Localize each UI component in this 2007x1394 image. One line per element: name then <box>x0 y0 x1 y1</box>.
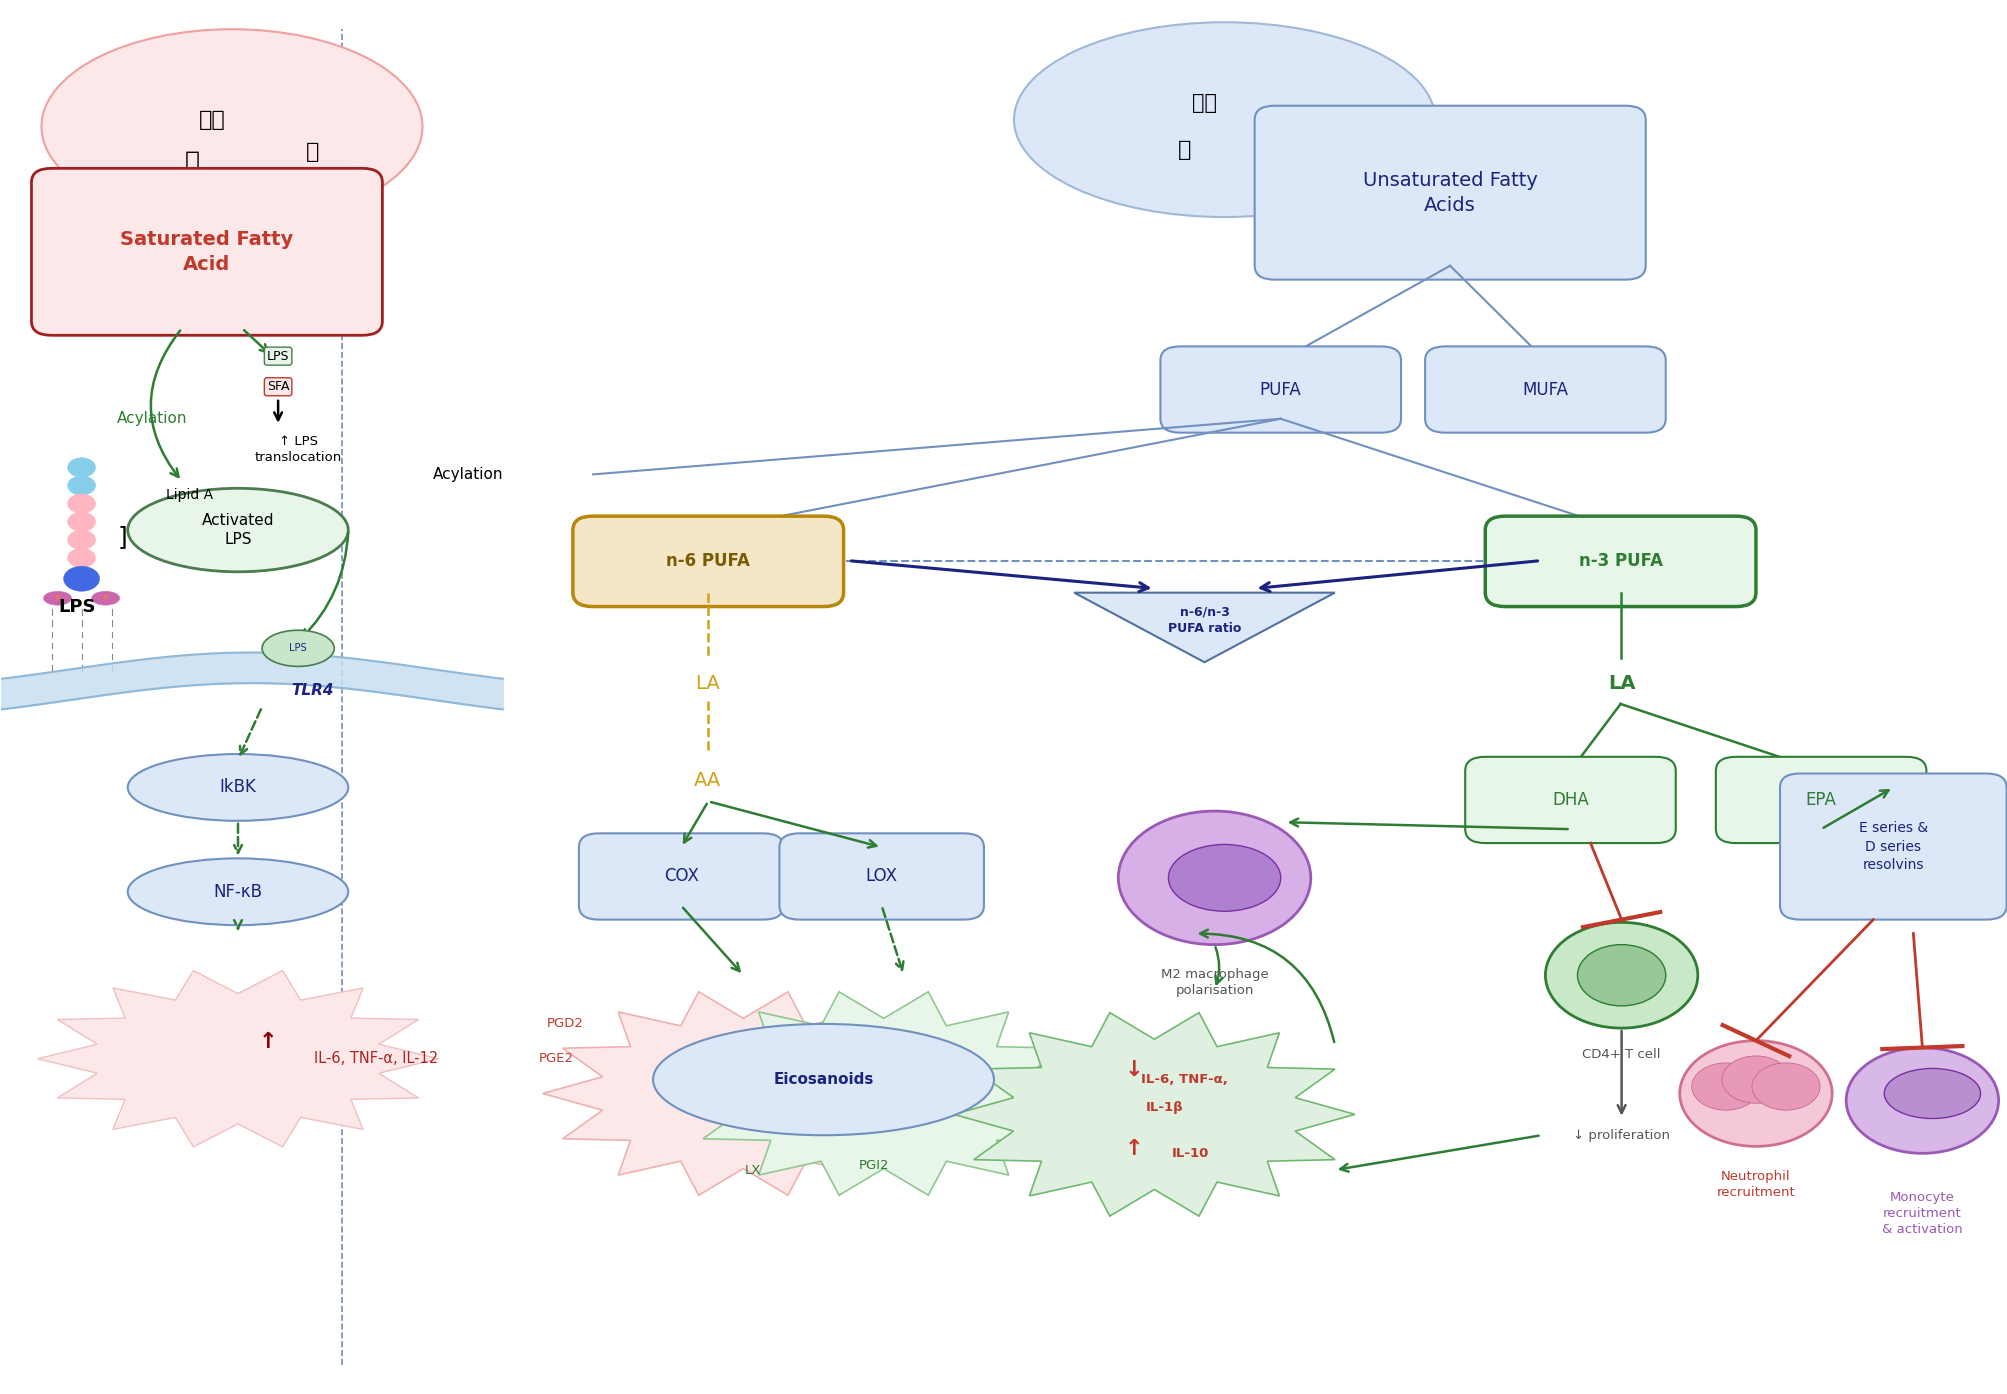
Text: Unsaturated Fatty
Acids: Unsaturated Fatty Acids <box>1363 170 1537 215</box>
Text: IkBK: IkBK <box>219 778 257 796</box>
Ellipse shape <box>128 859 347 926</box>
Text: Lipid A: Lipid A <box>167 488 213 502</box>
Circle shape <box>1118 811 1311 945</box>
FancyBboxPatch shape <box>779 834 983 920</box>
Text: Acylation: Acylation <box>432 467 504 482</box>
Text: MUFA: MUFA <box>1521 381 1567 399</box>
Circle shape <box>1750 1062 1818 1110</box>
Text: Eicosanoids: Eicosanoids <box>773 1072 873 1087</box>
Text: ↓ proliferation: ↓ proliferation <box>1571 1129 1670 1142</box>
Ellipse shape <box>128 754 347 821</box>
FancyBboxPatch shape <box>1254 106 1646 280</box>
FancyBboxPatch shape <box>1716 757 1925 843</box>
Text: LA: LA <box>1608 673 1634 693</box>
Circle shape <box>1680 1041 1830 1146</box>
Ellipse shape <box>68 457 96 477</box>
Text: 🍔: 🍔 <box>185 149 199 173</box>
Polygon shape <box>1074 592 1335 662</box>
Text: LOX: LOX <box>865 867 897 885</box>
Text: 🍩: 🍩 <box>305 142 319 162</box>
Circle shape <box>1844 1047 1997 1153</box>
Text: Activated
LPS: Activated LPS <box>201 513 275 548</box>
Text: NF-κB: NF-κB <box>213 882 263 901</box>
Ellipse shape <box>44 591 72 605</box>
Polygon shape <box>542 991 943 1195</box>
Ellipse shape <box>68 475 96 495</box>
Ellipse shape <box>68 512 96 531</box>
FancyBboxPatch shape <box>572 516 843 606</box>
Text: EPA: EPA <box>1804 790 1836 809</box>
Text: ↓: ↓ <box>1124 1059 1144 1080</box>
Text: IL-6, TNF-α,: IL-6, TNF-α, <box>1140 1073 1228 1086</box>
Ellipse shape <box>68 493 96 513</box>
FancyBboxPatch shape <box>1465 757 1676 843</box>
Ellipse shape <box>68 530 96 549</box>
Text: n-6 PUFA: n-6 PUFA <box>666 552 751 570</box>
Text: 🥜: 🥜 <box>1299 132 1311 152</box>
Text: n-6/n-3
PUFA ratio: n-6/n-3 PUFA ratio <box>1168 606 1240 636</box>
Text: E series &
D series
resolvins: E series & D series resolvins <box>1858 821 1927 873</box>
Text: P: P <box>56 595 60 601</box>
Polygon shape <box>682 991 1084 1195</box>
FancyBboxPatch shape <box>1485 516 1754 606</box>
Text: PGD2: PGD2 <box>546 1018 584 1030</box>
FancyBboxPatch shape <box>1160 347 1401 432</box>
Ellipse shape <box>64 566 100 591</box>
Text: IL-10: IL-10 <box>1172 1147 1208 1160</box>
Ellipse shape <box>92 591 120 605</box>
FancyBboxPatch shape <box>32 169 381 336</box>
Circle shape <box>1722 1055 1788 1103</box>
Text: ↑: ↑ <box>259 1032 277 1052</box>
Ellipse shape <box>128 488 347 572</box>
Text: CD4+ T cell: CD4+ T cell <box>1582 1047 1660 1061</box>
Text: AA: AA <box>692 771 721 790</box>
Text: IL-1β: IL-1β <box>1146 1101 1182 1114</box>
FancyBboxPatch shape <box>1425 347 1666 432</box>
Text: LX: LX <box>745 1164 761 1177</box>
Ellipse shape <box>68 548 96 567</box>
Circle shape <box>1545 923 1698 1029</box>
Text: 🐟: 🐟 <box>1178 141 1190 160</box>
Text: TLR4: TLR4 <box>291 683 333 697</box>
Text: PGI2: PGI2 <box>857 1160 889 1172</box>
Text: IL-6, TNF-α, IL-12: IL-6, TNF-α, IL-12 <box>313 1051 438 1066</box>
Text: Saturated Fatty
Acid: Saturated Fatty Acid <box>120 230 293 273</box>
Text: SFA: SFA <box>267 381 289 393</box>
Ellipse shape <box>263 630 333 666</box>
Text: M2 macrophage
polarisation: M2 macrophage polarisation <box>1160 969 1268 997</box>
Text: COX: COX <box>664 867 698 885</box>
Text: PGE2: PGE2 <box>538 1052 574 1065</box>
Text: ↑ LPS
translocation: ↑ LPS translocation <box>255 435 341 464</box>
Ellipse shape <box>42 29 421 224</box>
Ellipse shape <box>1014 22 1435 217</box>
Circle shape <box>1578 945 1666 1006</box>
FancyBboxPatch shape <box>578 834 783 920</box>
Text: Monocyte
recruitment
& activation: Monocyte recruitment & activation <box>1881 1190 1961 1236</box>
Text: Acylation: Acylation <box>116 411 187 427</box>
Text: LPS: LPS <box>267 350 289 362</box>
Ellipse shape <box>652 1025 993 1135</box>
Text: P: P <box>104 595 108 601</box>
Text: LPS: LPS <box>58 598 96 616</box>
Text: LPS: LPS <box>289 643 307 654</box>
Ellipse shape <box>1883 1068 1979 1118</box>
Circle shape <box>1692 1062 1758 1110</box>
Text: Neutrophil
recruitment: Neutrophil recruitment <box>1716 1170 1794 1199</box>
Ellipse shape <box>1168 845 1280 912</box>
Text: 🫒🥑: 🫒🥑 <box>1192 93 1216 113</box>
Text: ↑: ↑ <box>1124 1139 1144 1160</box>
Text: n-3 PUFA: n-3 PUFA <box>1578 552 1662 570</box>
FancyBboxPatch shape <box>1778 774 2005 920</box>
Text: PUFA: PUFA <box>1258 381 1301 399</box>
Text: 🍫🍕: 🍫🍕 <box>199 110 225 130</box>
Polygon shape <box>953 1012 1355 1216</box>
Text: ]: ] <box>118 526 126 549</box>
Polygon shape <box>38 970 438 1147</box>
Text: LA: LA <box>694 673 719 693</box>
Text: DHA: DHA <box>1551 790 1588 809</box>
